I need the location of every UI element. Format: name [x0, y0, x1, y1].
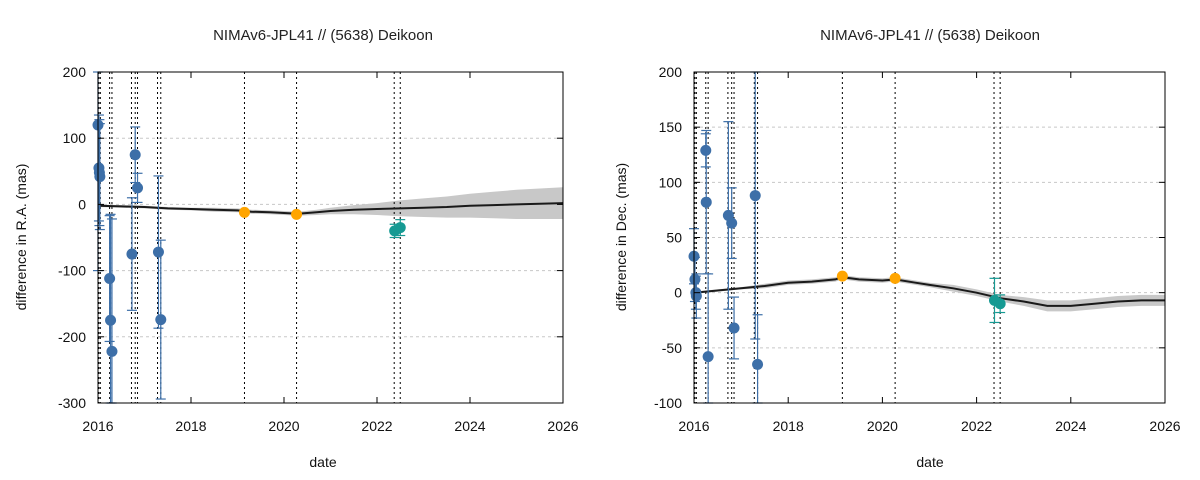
y-tick-label: 200	[659, 64, 683, 80]
x-tick-label: 2016	[82, 418, 113, 434]
x-axis-label: date	[309, 454, 336, 470]
chart-title: NIMAv6-JPL41 // (5638) Deikoon	[213, 27, 433, 44]
y-tick-label: -300	[58, 395, 86, 411]
data-point	[129, 149, 141, 161]
data-point	[726, 217, 738, 229]
y-tick-label: -100	[654, 395, 682, 411]
y-axis-label: difference in Dec. (mas)	[613, 163, 629, 311]
data-point	[238, 206, 250, 218]
y-tick-label: 150	[659, 119, 683, 135]
data-point	[152, 246, 164, 258]
model-curve	[97, 202, 564, 215]
x-tick-label: 2020	[867, 418, 898, 434]
y-tick-label: -200	[58, 329, 86, 345]
x-tick-label: 2018	[773, 418, 804, 434]
data-point	[836, 270, 848, 282]
y-tick-label: 50	[666, 230, 682, 246]
data-point	[155, 314, 167, 326]
data-point	[700, 196, 712, 208]
x-tick-label: 2022	[961, 418, 992, 434]
data-point	[994, 298, 1006, 310]
data-point	[752, 358, 764, 370]
data-point	[889, 272, 901, 284]
data-point	[94, 171, 106, 183]
data-point	[702, 351, 714, 363]
y-axis-label: difference in R.A. (mas)	[13, 164, 29, 311]
x-tick-label: 2020	[268, 418, 299, 434]
data-point	[728, 322, 740, 334]
x-tick-label: 2024	[1055, 418, 1086, 434]
y-tick-label: -100	[58, 263, 86, 279]
x-tick-label: 2022	[361, 418, 392, 434]
data-point	[394, 222, 406, 234]
y-tick-label: 100	[659, 174, 683, 190]
data-point	[690, 290, 702, 302]
y-tick-label: 100	[63, 130, 87, 146]
y-tick-label: 0	[674, 285, 682, 301]
data-point	[104, 273, 116, 285]
x-tick-label: 2026	[547, 418, 578, 434]
data-point	[106, 345, 118, 357]
uncertainty-band	[98, 187, 563, 219]
x-tick-label: 2016	[678, 418, 709, 434]
ra-chart-svg: NIMAv6-JPL41 // (5638) Deikoon 200 100 0 -1…	[13, 27, 579, 470]
y-tick-label: 200	[63, 64, 87, 80]
chart-title: NIMAv6-JPL41 // (5638) Deikoon	[820, 27, 1040, 44]
plot-frame	[97, 71, 564, 404]
data-point	[126, 248, 138, 260]
ra-chart: NIMAv6-JPL41 // (5638) Deikoon 200 100 0 -1…	[13, 27, 579, 470]
x-axis-label: date	[916, 454, 943, 470]
uncertainty-band	[694, 275, 1165, 312]
model-curve	[693, 276, 1165, 307]
x-tick-label: 2024	[454, 418, 485, 434]
data-point	[749, 190, 761, 202]
x-tick-label: 2018	[175, 418, 206, 434]
data-point	[132, 182, 144, 194]
data-point	[105, 314, 117, 326]
dec-chart: NIMAv6-JPL41 // (5638) Deikoon 200 150 100…	[600, 0, 1200, 480]
y-tick-label: 0	[78, 196, 86, 212]
data-point	[291, 208, 303, 220]
y-tick-label: -50	[662, 340, 682, 356]
x-tick-label: 2026	[1149, 418, 1180, 434]
dec-chart-svg: NIMAv6-JPL41 // (5638) Deikoon 200 150 100…	[613, 27, 1181, 470]
